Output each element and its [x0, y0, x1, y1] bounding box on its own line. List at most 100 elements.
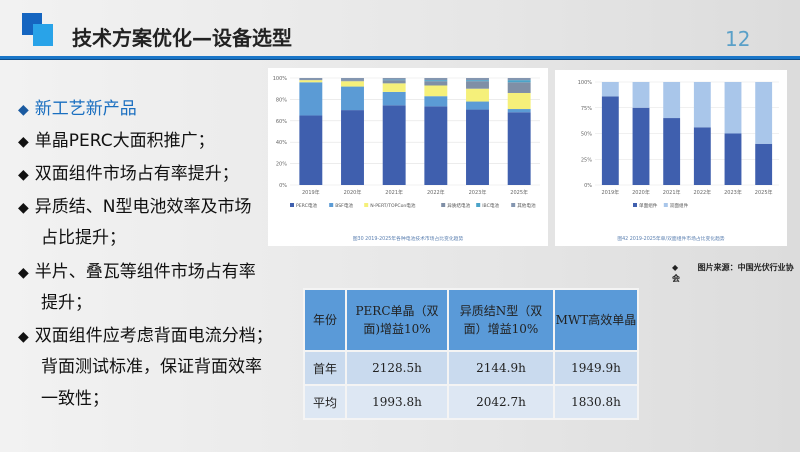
bar-segment — [341, 80, 364, 82]
bar-segment — [693, 127, 711, 185]
bar-segment — [755, 82, 773, 144]
bar-segment — [382, 83, 406, 92]
bar-segment — [424, 78, 448, 81]
bullet-text: 异质结、N型电池效率及市场 — [34, 197, 252, 217]
x-tick-label: 2021年 — [385, 189, 403, 196]
bar-segment — [632, 82, 650, 108]
bar-segment — [601, 82, 619, 97]
y-tick-label: 0% — [584, 183, 592, 189]
bar-segment — [507, 82, 531, 93]
x-tick-label: 2021年 — [663, 189, 681, 196]
x-tick-label: 2019年 — [302, 189, 320, 196]
header-cell: PERC单晶（双面)增益10% — [345, 288, 449, 352]
legend-label: 异质结电池 — [447, 202, 470, 209]
table-cell: 平均 — [303, 384, 347, 420]
legend-label: PERC电池 — [296, 202, 317, 209]
bullet-item: ◆ 异质结、N型电池效率及市场 — [18, 192, 252, 217]
header-cell: MWT高效单晶 — [553, 288, 639, 352]
bar-segment — [341, 86, 364, 111]
bar-segment — [507, 78, 531, 81]
bar-segment — [382, 80, 406, 84]
bar-segment — [466, 78, 489, 81]
y-tick-label: 20% — [276, 162, 287, 168]
x-tick-label: 2025年 — [510, 189, 528, 196]
diamond-icon: ◆ — [18, 265, 29, 281]
bar-segment — [341, 78, 364, 81]
bar-segment — [299, 115, 323, 185]
bar-segment — [755, 143, 773, 185]
y-tick-label: 100% — [578, 80, 593, 86]
bullet-item: ◆ 双面组件应考虑背面电流分档； — [18, 321, 273, 346]
bullet-item: ◆ 新工艺新产品 — [18, 94, 137, 119]
legend-swatch — [441, 203, 446, 207]
table-header-row: 年份 PERC单晶（双面)增益10% 异质结N型（双面）增益10% MWT高效单… — [303, 288, 639, 352]
bar-segment — [663, 82, 681, 119]
bullet-item: ◆ 单晶PERC大面积推广； — [18, 126, 215, 151]
y-tick-label: 80% — [276, 97, 287, 103]
header-divider — [0, 56, 800, 60]
bullet-text: 双面组件市场占有率提升； — [34, 164, 239, 184]
diamond-icon: ◆ — [18, 200, 29, 216]
bar-segment — [724, 82, 742, 134]
x-tick-label: 2023年 — [724, 189, 742, 196]
y-tick-label: 100% — [273, 76, 288, 82]
bar-segment — [507, 92, 531, 110]
chart-caption: 图30 2019-2025年各种电池技术市场占比变化趋势 — [353, 235, 464, 242]
diamond-icon: ◆ — [672, 262, 679, 272]
table-cell: 1993.8h — [345, 384, 449, 420]
legend-label: 双面组件 — [670, 202, 689, 209]
bar-segment — [466, 81, 489, 89]
bar-segment — [341, 81, 364, 87]
bar-segment — [724, 133, 742, 185]
bar-segment — [299, 80, 323, 83]
bar-segment — [632, 107, 650, 185]
bar-segment — [424, 80, 448, 82]
y-tick-label: 75% — [581, 106, 592, 112]
legend-swatch — [329, 203, 334, 207]
source-note: ◆ 图片来源：中国光伏行业协会 — [672, 262, 800, 284]
legend-swatch — [511, 203, 516, 207]
legend-label: 单面组件 — [639, 202, 658, 209]
bullet-continuation: 占比提升； — [41, 228, 126, 248]
y-tick-label: 25% — [581, 157, 592, 163]
table-cell: 2042.7h — [447, 384, 555, 420]
bar-segment — [663, 118, 681, 185]
bar-segment — [424, 85, 448, 97]
legend-label: BSF电池 — [335, 202, 353, 209]
module-share-chart: 0% 25% 50% 75% 100% 2019年 2020年 2021年 2022年 2023年… — [555, 70, 787, 246]
table-cell: 首年 — [303, 350, 347, 386]
legend-swatch — [476, 203, 481, 207]
logo-square-light — [33, 24, 53, 46]
bullet-continuation: 提升； — [41, 293, 92, 313]
bar-segment — [466, 80, 489, 82]
table-cell: 2144.9h — [447, 350, 555, 386]
bullet-item: ◆ 半片、叠瓦等组件市场占有率 — [18, 257, 256, 282]
diamond-icon: ◆ — [18, 102, 29, 118]
diamond-icon: ◆ — [18, 134, 29, 150]
bullet-text: 单晶PERC大面积推广； — [34, 131, 215, 151]
legend-label: IBC电池 — [482, 202, 499, 209]
legend-swatch — [364, 203, 369, 207]
bar-segment — [299, 82, 323, 116]
bullet-continuation: 一致性； — [41, 389, 109, 409]
bar-segment — [341, 110, 364, 185]
table-row: 首年 2128.5h 2144.9h 1949.9h — [303, 350, 639, 386]
chart-svg: 0% 20% 40% 60% 80% 100% 2019年 2020年 2021年 2022年 20… — [273, 76, 540, 242]
table-row: 平均 1993.8h 2042.7h 1830.8h — [303, 384, 639, 420]
legend-swatch — [663, 203, 668, 207]
bullet-continuation: 背面测试标准，保证背面效率 — [41, 357, 262, 377]
bar-segment — [424, 81, 448, 86]
cell-tech-share-chart: 0% 20% 40% 60% 80% 100% 2019年 2020年 2021年 2022年 20… — [268, 68, 548, 246]
bar-segment — [424, 106, 448, 185]
x-tick-label: 2023年 — [469, 189, 487, 196]
y-tick-label: 60% — [276, 119, 287, 125]
x-tick-label: 2019年 — [601, 189, 619, 196]
header-cell: 异质结N型（双面）增益10% — [447, 288, 555, 352]
x-tick-label: 2020年 — [632, 189, 650, 196]
y-tick-label: 0% — [279, 183, 287, 189]
diamond-icon: ◆ — [18, 167, 29, 183]
bar-segment — [507, 109, 531, 113]
generation-hours-table: 年份 PERC单晶（双面)增益10% 异质结N型（双面）增益10% MWT高效单… — [303, 288, 639, 420]
bar-segment — [507, 112, 531, 185]
bar-segment — [299, 79, 323, 81]
